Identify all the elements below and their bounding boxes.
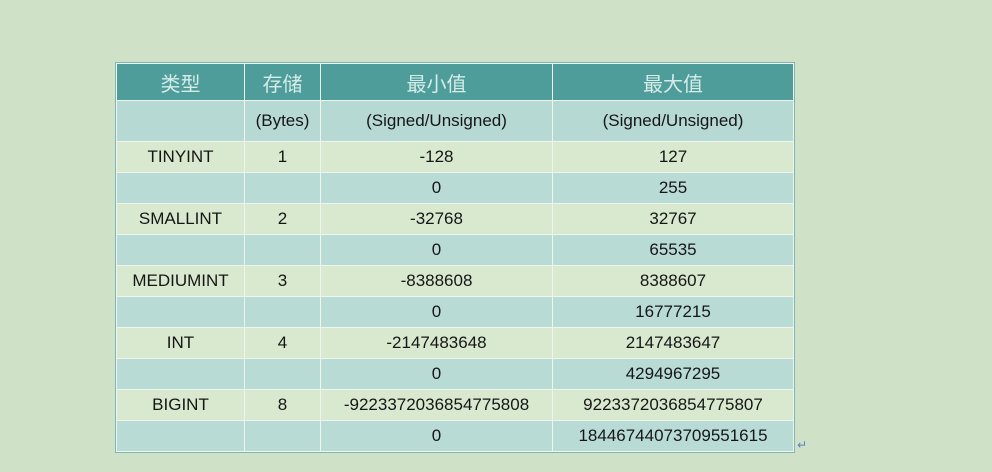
cell-min: -32768 <box>320 203 553 235</box>
table-row: SMALLINT 2 -32768 32767 <box>116 203 794 235</box>
table-row: 0 4294967295 <box>116 358 794 390</box>
cell-min: 0 <box>320 358 553 390</box>
subheader-max-value: (Signed/Unsigned) <box>552 100 794 142</box>
cell-min: 0 <box>320 420 553 452</box>
table-row: MEDIUMINT 3 -8388608 8388607 <box>116 265 794 297</box>
cell-type <box>116 358 245 390</box>
cell-storage: 2 <box>244 203 321 235</box>
cell-min: -8388608 <box>320 265 553 297</box>
cell-storage: 1 <box>244 141 321 173</box>
subheader-min-value: (Signed/Unsigned) <box>320 100 553 142</box>
cell-storage <box>244 172 321 204</box>
cell-type <box>116 234 245 266</box>
cell-max: 4294967295 <box>552 358 794 390</box>
header-min-value: 最小值 <box>320 63 553 101</box>
cell-min: -9223372036854775808 <box>320 389 553 421</box>
cell-storage <box>244 234 321 266</box>
cell-max: 18446744073709551615 <box>552 420 794 452</box>
cell-storage <box>244 296 321 328</box>
cell-max: 65535 <box>552 234 794 266</box>
cell-min: 0 <box>320 234 553 266</box>
cell-type: TINYINT <box>116 141 245 173</box>
cell-storage <box>244 358 321 390</box>
cell-min: 0 <box>320 172 553 204</box>
cell-type: BIGINT <box>116 389 245 421</box>
header-type: 类型 <box>116 63 245 101</box>
subheader-type <box>116 100 245 142</box>
cell-type <box>116 420 245 452</box>
cell-storage <box>244 420 321 452</box>
table-row: INT 4 -2147483648 2147483647 <box>116 327 794 359</box>
cell-max: 16777215 <box>552 296 794 328</box>
cell-storage: 8 <box>244 389 321 421</box>
cell-max: 2147483647 <box>552 327 794 359</box>
cell-type <box>116 296 245 328</box>
table-subheader-row: (Bytes) (Signed/Unsigned) (Signed/Unsign… <box>116 100 794 142</box>
cell-min: 0 <box>320 296 553 328</box>
table-row: BIGINT 8 -9223372036854775808 9223372036… <box>116 389 794 421</box>
cell-type: INT <box>116 327 245 359</box>
cell-storage: 3 <box>244 265 321 297</box>
cell-storage: 4 <box>244 327 321 359</box>
cell-min: -128 <box>320 141 553 173</box>
header-storage: 存储 <box>244 63 321 101</box>
cell-max: 255 <box>552 172 794 204</box>
cell-min: -2147483648 <box>320 327 553 359</box>
cell-type: MEDIUMINT <box>116 265 245 297</box>
integer-types-table: 类型 存储 最小值 最大值 (Bytes) (Signed/Unsigned) … <box>115 62 795 453</box>
cell-max: 127 <box>552 141 794 173</box>
table-header-row: 类型 存储 最小值 最大值 <box>116 63 794 101</box>
table-row: 0 18446744073709551615 <box>116 420 794 452</box>
cell-type <box>116 172 245 204</box>
table-row: 0 255 <box>116 172 794 204</box>
cell-max: 8388607 <box>552 265 794 297</box>
subheader-storage: (Bytes) <box>244 100 321 142</box>
paragraph-return-icon: ↵ <box>797 438 808 452</box>
cell-max: 32767 <box>552 203 794 235</box>
header-max-value: 最大值 <box>552 63 794 101</box>
table-row: TINYINT 1 -128 127 <box>116 141 794 173</box>
cell-type: SMALLINT <box>116 203 245 235</box>
cell-max: 9223372036854775807 <box>552 389 794 421</box>
table-row: 0 16777215 <box>116 296 794 328</box>
table-row: 0 65535 <box>116 234 794 266</box>
